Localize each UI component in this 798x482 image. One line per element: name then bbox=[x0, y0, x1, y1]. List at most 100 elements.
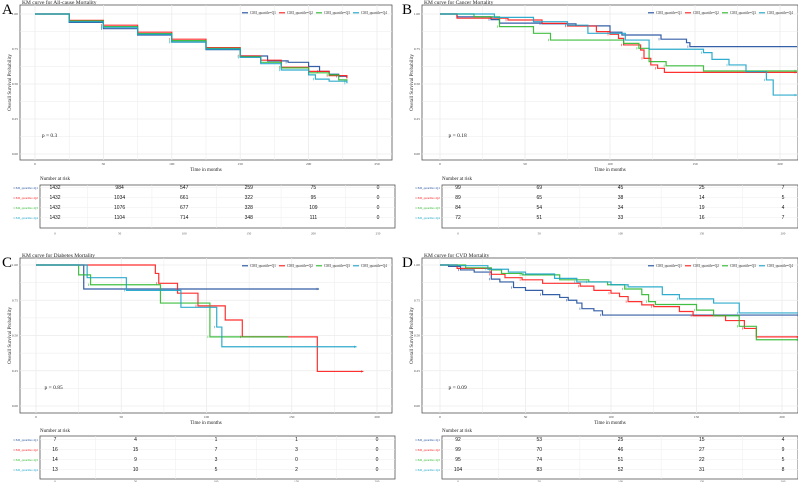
p-value: p = 0.3 bbox=[42, 133, 58, 139]
x-tick-label: 100 bbox=[169, 162, 175, 166]
risk-row-label: CMI_quartile=Q3 bbox=[13, 458, 38, 462]
risk-cell: 1 bbox=[295, 437, 298, 443]
risk-cell: 7 bbox=[215, 447, 218, 453]
risk-x-tick-label: 150 bbox=[699, 480, 704, 482]
risk-cell: 1432 bbox=[49, 215, 60, 221]
risk-row-label: CMI_quartile=Q2 bbox=[415, 196, 440, 200]
y-axis-label: Overall Survival Probability bbox=[8, 54, 13, 111]
risk-cell: 1076 bbox=[114, 205, 125, 211]
legend-label: CMI_quartile=Q3 bbox=[730, 11, 756, 15]
risk-row-label: CMI_quartile=Q2 bbox=[13, 196, 38, 200]
risk-x-tick-label: 50 bbox=[538, 480, 542, 482]
risk-x-tick-label: 100 bbox=[214, 480, 219, 482]
x-tick-label: 250 bbox=[374, 162, 380, 166]
legend-label: CMI_quartile=Q2 bbox=[287, 11, 313, 15]
risk-cell: 74 bbox=[536, 457, 542, 463]
risk-cell: 31 bbox=[699, 467, 705, 473]
risk-cell: 15 bbox=[133, 447, 139, 453]
risk-cell: 1 bbox=[215, 437, 218, 443]
risk-x-tick-label: 50 bbox=[118, 232, 122, 236]
legend-label: CMI_quartile=Q1 bbox=[656, 264, 682, 268]
km-panel-d: D KM curve for CVD Mortality 0.00 0.25 0.50 0… bbox=[402, 252, 798, 482]
km-panel-c: C KM curve for Diabetes Mortality 0.00 0.25… bbox=[2, 252, 396, 482]
risk-row-label: CMI_quartile=Q2 bbox=[13, 448, 38, 452]
risk-row-label: CMI_quartile=Q2 bbox=[415, 448, 440, 452]
risk-cell: 328 bbox=[245, 205, 254, 211]
panel-letter: A bbox=[2, 2, 13, 18]
risk-x-tick-label: 200 bbox=[781, 480, 786, 482]
y-tick-label: 0.00 bbox=[12, 404, 18, 408]
risk-cell: 3 bbox=[295, 447, 298, 453]
risk-table-title: Number at risk bbox=[40, 429, 70, 434]
risk-cell: 0 bbox=[376, 447, 379, 453]
y-tick-label: 0.25 bbox=[414, 117, 420, 121]
legend-label: CMI_quartile=Q2 bbox=[287, 264, 313, 268]
risk-cell: 69 bbox=[536, 185, 542, 191]
risk-table-title: Number at risk bbox=[442, 429, 472, 434]
x-tick-label: 200 bbox=[306, 162, 312, 166]
risk-cell: 5 bbox=[215, 467, 218, 473]
y-tick-label: 0.25 bbox=[414, 369, 420, 373]
x-axis-label: Time in months bbox=[594, 168, 626, 173]
risk-row-label: CMI_quartile=Q3 bbox=[415, 458, 440, 462]
risk-cell: 34 bbox=[618, 205, 624, 211]
y-tick-label: 0.50 bbox=[12, 334, 18, 338]
risk-cell: 0 bbox=[377, 215, 380, 221]
risk-cell: 7 bbox=[782, 215, 785, 221]
risk-cell: 75 bbox=[311, 185, 317, 191]
legend-label: CMI_quartile=Q1 bbox=[250, 11, 276, 15]
legend-label: CMI_quartile=Q4 bbox=[767, 11, 793, 15]
chart-title: KM curve for All-cause Mortality bbox=[22, 0, 97, 6]
risk-row-label: CMI_quartile=Q4 bbox=[415, 468, 440, 472]
km-curve-q4 bbox=[35, 13, 348, 84]
risk-x-tick-label: 0 bbox=[54, 480, 56, 482]
risk-cell: 104 bbox=[454, 467, 463, 473]
risk-cell: 0 bbox=[376, 467, 379, 473]
risk-cell: 1104 bbox=[114, 215, 125, 221]
risk-cell: 0 bbox=[377, 205, 380, 211]
risk-cell: 25 bbox=[699, 185, 705, 191]
panel-letter: D bbox=[402, 255, 413, 271]
legend-label: CMI_quartile=Q3 bbox=[730, 264, 756, 268]
risk-cell: 0 bbox=[295, 457, 298, 463]
risk-cell: 9 bbox=[134, 457, 137, 463]
chart-title: KM curve for Cancer Mortality bbox=[424, 0, 494, 6]
y-tick-label: 1.00 bbox=[12, 263, 18, 267]
risk-cell: 5 bbox=[782, 195, 785, 201]
risk-cell: 38 bbox=[618, 195, 624, 201]
x-tick-label: 0 bbox=[439, 162, 441, 166]
km-curve-q3 bbox=[440, 13, 797, 72]
risk-cell: 4 bbox=[782, 205, 785, 211]
y-tick-label: 1.00 bbox=[12, 12, 18, 16]
risk-cell: 9 bbox=[782, 447, 785, 453]
risk-cell: 72 bbox=[455, 215, 461, 221]
risk-x-tick-label: 200 bbox=[311, 232, 316, 236]
legend-label: CMI_quartile=Q4 bbox=[361, 264, 387, 268]
risk-cell: 16 bbox=[52, 447, 58, 453]
risk-x-tick-label: 150 bbox=[294, 480, 299, 482]
risk-cell: 8 bbox=[782, 467, 785, 473]
risk-cell: 7 bbox=[782, 185, 785, 191]
risk-cell: 70 bbox=[536, 447, 542, 453]
km-curve-q2 bbox=[440, 264, 798, 338]
y-tick-label: 0.75 bbox=[12, 47, 18, 51]
risk-cell: 99 bbox=[455, 185, 461, 191]
risk-x-tick-label: 0 bbox=[457, 480, 459, 482]
chart-title: KM curve for CVD Mortality bbox=[424, 252, 490, 259]
x-tick-label: 150 bbox=[692, 162, 698, 166]
x-tick-label: 50 bbox=[120, 415, 124, 419]
risk-cell: 95 bbox=[455, 457, 461, 463]
risk-cell: 348 bbox=[245, 215, 254, 221]
risk-x-tick-label: 0 bbox=[457, 232, 459, 236]
y-axis-label: Overall Survival Probability bbox=[410, 307, 415, 364]
y-tick-label: 1.00 bbox=[414, 12, 420, 16]
risk-cell: 259 bbox=[245, 185, 254, 191]
x-tick-label: 0 bbox=[35, 415, 37, 419]
risk-cell: 5 bbox=[782, 457, 785, 463]
risk-cell: 52 bbox=[618, 467, 624, 473]
risk-cell: 4 bbox=[782, 437, 785, 443]
y-axis-label: Overall Survival Probability bbox=[8, 307, 13, 364]
risk-table-box bbox=[441, 435, 798, 480]
risk-cell: 19 bbox=[699, 205, 705, 211]
risk-cell: 1432 bbox=[49, 205, 60, 211]
